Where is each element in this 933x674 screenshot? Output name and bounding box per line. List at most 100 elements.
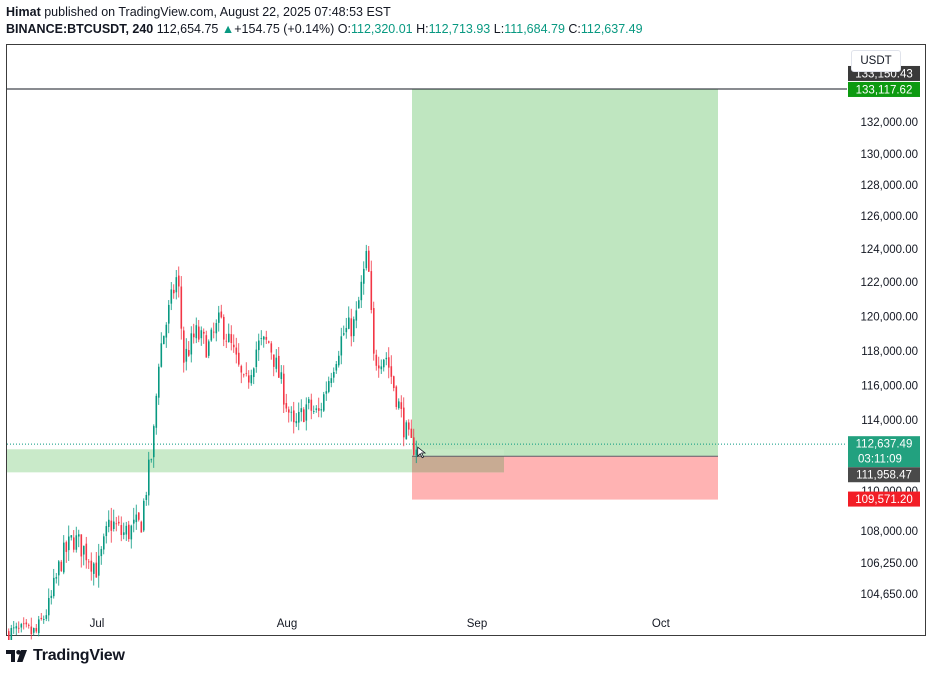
candle-body bbox=[190, 333, 193, 355]
candle-body bbox=[100, 549, 103, 557]
publish-info: Himat published on TradingView.com, Augu… bbox=[6, 5, 391, 19]
candle-body bbox=[170, 289, 173, 304]
candle-body bbox=[25, 622, 28, 625]
tradingview-logo-icon bbox=[6, 650, 27, 662]
candle-body bbox=[165, 324, 168, 338]
candle-body bbox=[265, 336, 268, 340]
candle-body bbox=[45, 615, 48, 619]
high-value: 112,713.93 bbox=[428, 22, 491, 36]
candle-body bbox=[75, 535, 78, 550]
candle-body bbox=[108, 519, 110, 527]
candle-body bbox=[293, 410, 295, 423]
candle-body bbox=[8, 631, 10, 640]
candle-body bbox=[133, 519, 135, 524]
x-axis: Jul Aug Sep Oct bbox=[90, 618, 671, 630]
candle-body bbox=[245, 372, 248, 374]
candle-body bbox=[63, 542, 65, 573]
candle-body bbox=[320, 409, 323, 411]
y-tick-label: 116,000.00 bbox=[861, 381, 918, 393]
candle-body bbox=[340, 336, 343, 356]
candle-body bbox=[173, 289, 175, 294]
published-text: published on TradingView.com, August 22,… bbox=[44, 5, 391, 19]
candle-body bbox=[20, 624, 23, 628]
candle-body bbox=[280, 372, 283, 380]
candle-body bbox=[328, 381, 330, 392]
change-arrow-icon: ▲ bbox=[221, 22, 235, 36]
candle-body bbox=[248, 375, 250, 383]
y-tick-label: 120,000.00 bbox=[860, 312, 918, 324]
candle-body bbox=[383, 359, 385, 368]
candle-body bbox=[278, 355, 280, 378]
candle-body bbox=[38, 619, 40, 634]
y-tick-label: 132,000.00 bbox=[860, 117, 918, 129]
candle-body bbox=[250, 375, 253, 384]
candle-body bbox=[175, 277, 178, 293]
candle-body bbox=[333, 371, 335, 378]
price-tag-target-text: 133,117.62 bbox=[856, 84, 913, 96]
last-price: 112,654.75 bbox=[156, 22, 219, 36]
candle-body bbox=[343, 333, 345, 335]
candle-body bbox=[380, 366, 383, 370]
candle-body bbox=[315, 408, 318, 410]
profit-zone[interactable] bbox=[412, 88, 718, 457]
candle-body bbox=[188, 350, 190, 356]
candle-body bbox=[268, 341, 270, 343]
candle-body bbox=[115, 523, 118, 525]
candle-body bbox=[373, 308, 375, 354]
candle-body bbox=[135, 514, 138, 523]
y-tick-label: 130,000.00 bbox=[860, 149, 918, 161]
candle-body bbox=[33, 628, 35, 633]
x-tick-label: Aug bbox=[277, 618, 297, 630]
candle-body bbox=[95, 562, 98, 578]
price-tag-target: 133,117.62 bbox=[848, 81, 920, 97]
candle-body bbox=[323, 394, 325, 411]
currency-selector-button[interactable]: USDT bbox=[851, 50, 901, 72]
x-tick-label: Jul bbox=[90, 618, 105, 630]
symbol-name[interactable]: BINANCE:BTCUSDT, 240 bbox=[6, 22, 154, 36]
candle-body bbox=[335, 364, 338, 371]
candle-body bbox=[230, 334, 233, 344]
candle-body bbox=[40, 617, 43, 620]
support-zone[interactable] bbox=[7, 449, 504, 473]
candle-body bbox=[30, 626, 33, 635]
candle-body bbox=[155, 395, 158, 428]
candle-body bbox=[80, 534, 83, 557]
chart-pane[interactable] bbox=[6, 44, 926, 636]
candle-body bbox=[365, 250, 368, 269]
author-name[interactable]: Himat bbox=[6, 5, 41, 19]
candle-body bbox=[123, 532, 125, 535]
low-label: L: bbox=[493, 22, 505, 36]
candle-body bbox=[60, 561, 63, 572]
candle-body bbox=[105, 526, 108, 537]
candle-body bbox=[223, 316, 225, 340]
close-value: 112,637.49 bbox=[580, 22, 643, 36]
price-tag-current-text: 112,637.49 bbox=[856, 439, 913, 451]
candle-body bbox=[353, 319, 355, 337]
candle-body bbox=[290, 411, 293, 413]
candle-body bbox=[168, 304, 170, 324]
candle-body bbox=[98, 555, 100, 576]
y-tick-label: 126,000.00 bbox=[860, 211, 918, 223]
tradingview-logo[interactable]: TradingView bbox=[6, 646, 125, 666]
y-axis: 132,000.00 130,000.00 128,000.00 126,000.00… bbox=[860, 117, 918, 601]
candle-body bbox=[203, 331, 205, 334]
candle-body bbox=[243, 374, 245, 376]
candle-body bbox=[275, 357, 278, 369]
candle-body bbox=[388, 357, 390, 368]
candle-body bbox=[213, 331, 215, 333]
candle-body bbox=[48, 598, 50, 616]
candle-body bbox=[198, 326, 200, 340]
candle-body bbox=[78, 534, 80, 537]
candle-body bbox=[18, 627, 20, 629]
x-tick-label: Oct bbox=[652, 618, 671, 630]
open-label: O: bbox=[337, 22, 351, 36]
candle-body bbox=[210, 329, 213, 341]
candle-body bbox=[300, 408, 303, 413]
candle-body bbox=[345, 327, 348, 333]
candle-body bbox=[143, 500, 145, 531]
candle-body bbox=[285, 403, 288, 409]
candle-body bbox=[225, 340, 228, 342]
candle-body bbox=[240, 366, 243, 373]
candle-body bbox=[65, 542, 68, 552]
